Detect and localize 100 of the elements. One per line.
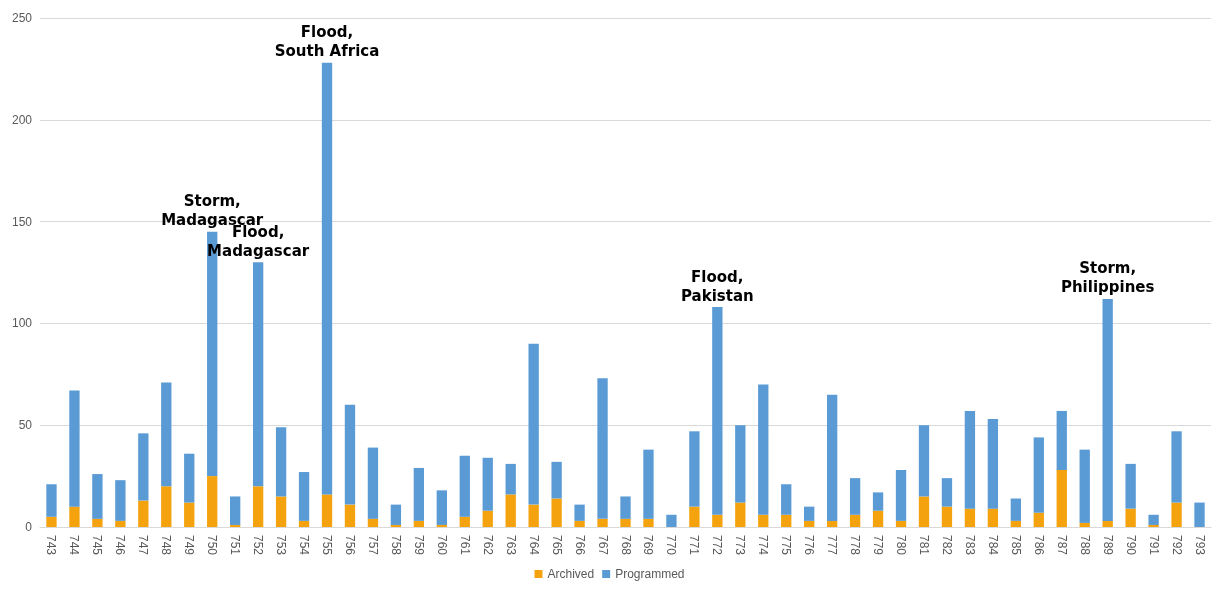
bar xyxy=(1125,463,1136,509)
bar xyxy=(551,498,562,527)
bar xyxy=(1102,520,1113,527)
annotation: Storm, Philippines xyxy=(1060,259,1155,297)
x-tick-label: 769 xyxy=(641,535,656,556)
bar xyxy=(643,518,654,527)
bar xyxy=(987,508,999,527)
bar xyxy=(184,453,195,503)
bar xyxy=(505,494,516,527)
bar xyxy=(735,425,746,503)
x-tick-label: 758 xyxy=(388,535,403,556)
x-tick-label: 788 xyxy=(1077,535,1092,556)
x-tick-label: 777 xyxy=(825,535,840,556)
bar xyxy=(184,502,195,527)
x-tick-label: 755 xyxy=(320,535,335,556)
x-tick-label: 754 xyxy=(297,535,312,556)
bar xyxy=(482,457,493,511)
x-tick-label: 749 xyxy=(182,535,197,556)
bar xyxy=(597,518,608,527)
x-tick-label: 772 xyxy=(710,535,725,556)
bar xyxy=(1079,449,1090,523)
bar xyxy=(826,520,838,527)
bar xyxy=(528,343,539,505)
x-tick-label: 765 xyxy=(549,535,564,556)
bar xyxy=(161,382,172,487)
x-tick-label: 786 xyxy=(1031,535,1046,556)
x-tick-label: 791 xyxy=(1146,535,1161,556)
bar xyxy=(46,516,57,527)
bar xyxy=(872,510,884,527)
bar xyxy=(413,520,425,527)
legend-label: Archived xyxy=(547,567,595,581)
bar xyxy=(436,490,447,525)
bar xyxy=(459,455,470,517)
x-tick-label: 760 xyxy=(434,535,449,556)
bar xyxy=(781,514,792,527)
x-tick-label: 773 xyxy=(733,535,748,556)
x-tick-label: 780 xyxy=(894,535,909,556)
x-tick-label: 747 xyxy=(136,535,151,556)
x-tick-label: 753 xyxy=(274,535,289,556)
bar xyxy=(1033,512,1044,527)
bar xyxy=(781,484,792,515)
y-tick-label: 50 xyxy=(18,418,33,433)
y-tick-label: 0 xyxy=(25,520,33,534)
bar xyxy=(620,518,631,527)
x-tick-label: 757 xyxy=(365,535,380,556)
bar xyxy=(482,510,493,527)
bar xyxy=(758,514,769,527)
bar xyxy=(138,500,149,527)
bar xyxy=(115,520,126,527)
bar xyxy=(574,504,585,521)
x-tick-label: 792 xyxy=(1169,535,1184,556)
x-tick-label: 752 xyxy=(251,535,266,556)
bar xyxy=(551,461,562,499)
bar xyxy=(849,478,861,515)
bar xyxy=(895,520,907,527)
x-tick-label: 751 xyxy=(228,535,243,556)
x-tick-label: 787 xyxy=(1054,535,1069,556)
x-tick-label: 776 xyxy=(802,535,817,556)
x-tick-label: 783 xyxy=(962,535,977,556)
bar xyxy=(69,506,80,527)
y-tick-label: 200 xyxy=(11,112,33,127)
bar xyxy=(712,307,723,515)
bar xyxy=(230,524,241,527)
x-tick-label: 764 xyxy=(526,535,541,556)
bar xyxy=(918,425,930,497)
bar xyxy=(941,478,953,507)
x-tick-label: 779 xyxy=(871,535,886,556)
bar xyxy=(872,492,884,511)
x-tick-label: 759 xyxy=(411,535,426,556)
bar xyxy=(115,480,126,521)
x-tick-label: 762 xyxy=(480,535,495,556)
bar xyxy=(298,520,310,527)
bar xyxy=(735,502,746,527)
bar xyxy=(643,449,654,519)
y-tick-label: 250 xyxy=(11,11,33,25)
x-tick-label: 781 xyxy=(916,535,931,556)
bar xyxy=(1010,520,1021,527)
bar xyxy=(804,520,815,527)
bar xyxy=(597,378,608,519)
bar xyxy=(298,472,310,521)
bar xyxy=(161,486,172,527)
x-tick-label: 774 xyxy=(756,535,771,556)
bar xyxy=(1056,410,1067,470)
bar xyxy=(712,514,723,527)
bar xyxy=(895,469,907,521)
annotation: Flood, South Africa xyxy=(274,23,380,61)
bar xyxy=(436,524,447,527)
bar xyxy=(367,447,379,519)
bar xyxy=(528,504,539,527)
bar xyxy=(620,496,631,519)
bar xyxy=(964,508,976,527)
bar xyxy=(1102,298,1113,521)
x-tick-label: 771 xyxy=(687,535,702,556)
bar xyxy=(1010,498,1021,521)
bar xyxy=(344,404,356,505)
x-tick-label: 744 xyxy=(67,535,82,556)
bar xyxy=(1171,431,1182,503)
bar xyxy=(390,504,402,525)
x-tick-label: 767 xyxy=(595,535,610,556)
bar xyxy=(1171,502,1182,527)
